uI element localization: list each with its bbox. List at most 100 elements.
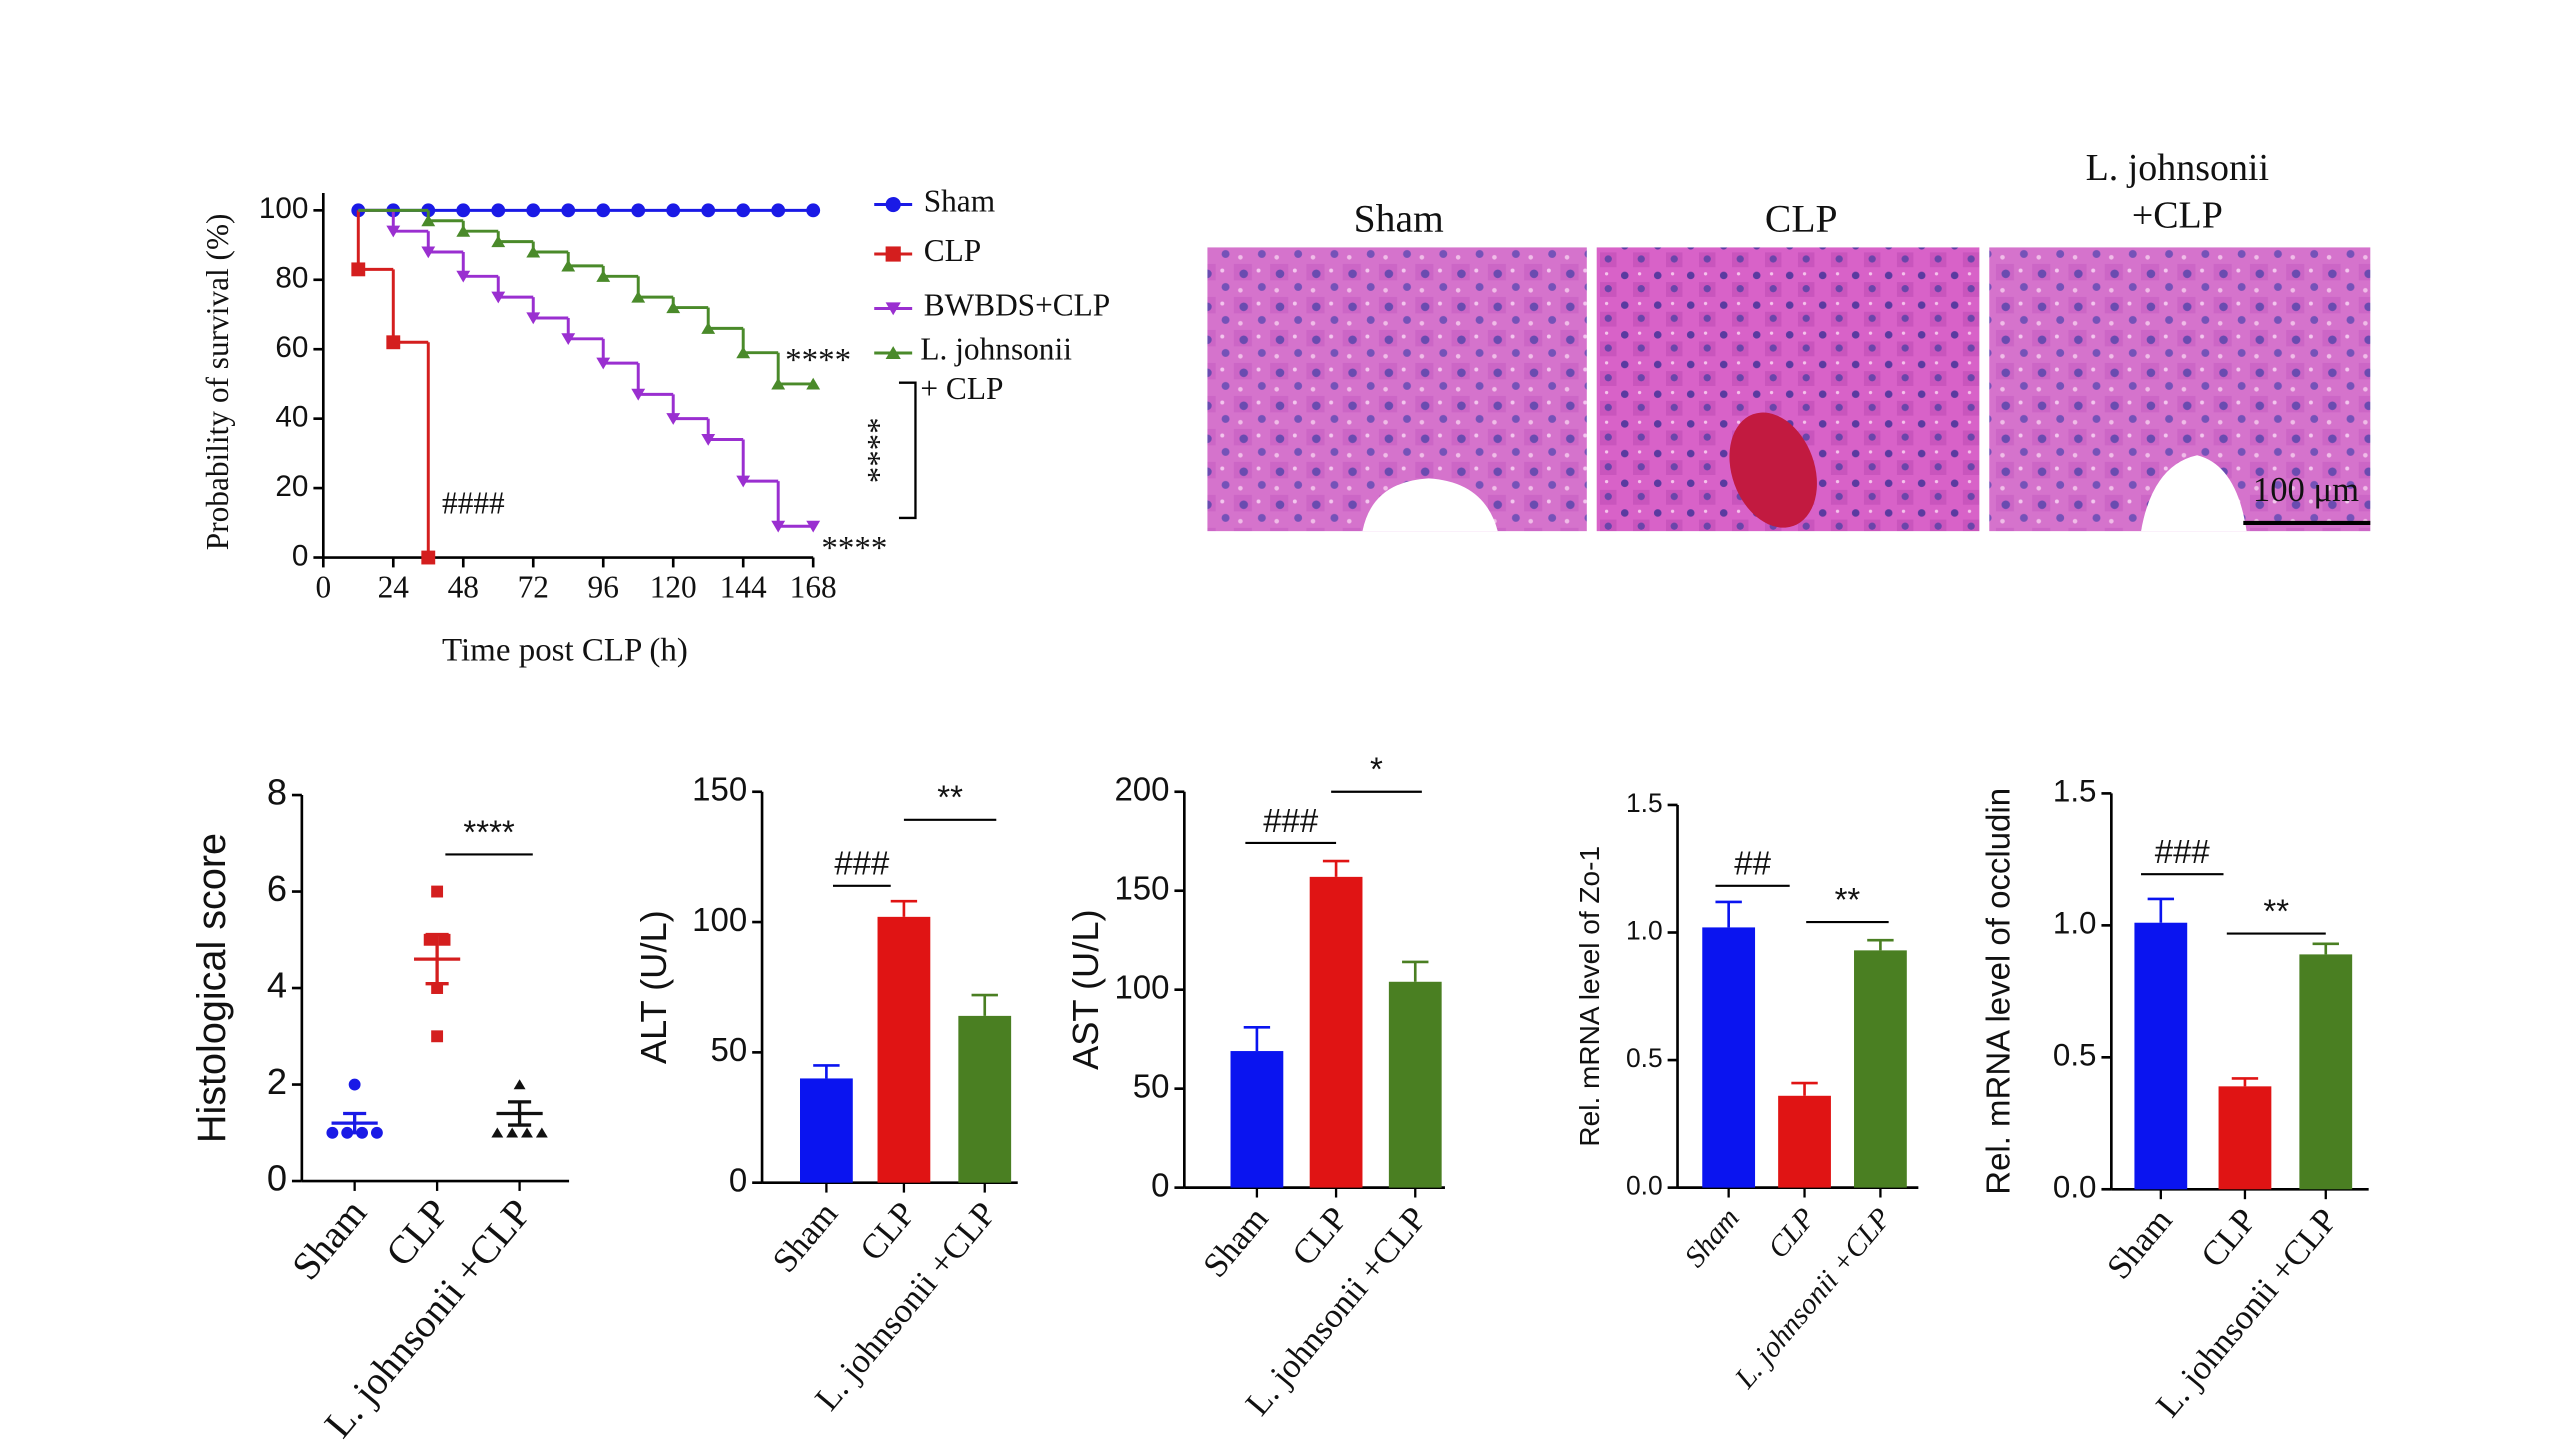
marker [421,246,436,259]
annotation: ### [1263,802,1319,839]
bar [877,916,931,1183]
marker [701,203,716,218]
y-tick-label: 0 [267,1158,287,1199]
marker [561,259,576,272]
bar [1702,927,1756,1188]
bar [1854,950,1907,1188]
marker [596,203,611,218]
bar [2218,1086,2272,1190]
annotation: **** [463,813,514,850]
legend-label: L. johnsonii + CLP [920,333,1072,408]
marker [666,301,681,314]
marker [885,246,901,262]
annotation: ** [937,779,963,816]
y-axis-label: Probability of survival (%) [200,213,235,550]
annotation: ## [1734,845,1771,882]
marker [521,1127,533,1138]
y-tick-label: 80 [275,262,308,295]
bar [1388,981,1442,1188]
marker [561,203,576,218]
y-tick-label: 4 [267,965,287,1006]
y-tick-label: 8 [267,772,287,813]
y-tick-label: 100 [692,901,747,938]
marker [736,203,751,218]
x-tick-label: CLP [853,1195,923,1268]
marker [885,302,901,316]
y-axis-label: Rel. mRNA level of occludin [1980,788,2017,1195]
x-tick-label: 144 [720,570,767,605]
legend-label-box: L. johnsonii + CLP [920,333,1072,408]
annotation: ### [834,845,890,882]
annotation: **** [821,530,887,566]
x-tick-label: 0 [315,570,331,605]
bar [1778,1095,1831,1188]
marker [806,203,821,218]
histology: Sham CLP L. johnsonii +CLP 100 μm [1207,147,2371,532]
y-tick-label: 40 [275,400,308,433]
y-tick-label: 0 [729,1161,747,1198]
bar [958,1015,1012,1183]
bar [1309,876,1363,1188]
legend-label: BWBDS+CLP [924,288,1111,323]
x-tick-label: Sham [2100,1201,2180,1286]
y-tick-label: 0.5 [1626,1043,1663,1073]
marker [666,413,681,425]
marker [386,225,401,238]
annotation: **** [785,342,851,378]
marker [561,333,576,346]
y-tick-label: 150 [692,770,747,807]
annotation: **** [850,417,886,483]
marker [491,203,506,218]
x-tick-label: 96 [588,570,619,605]
x-tick-label: 48 [448,570,479,605]
marker [456,270,471,283]
bracket [898,381,917,520]
x-tick-label: 24 [378,570,410,605]
marker [771,520,786,533]
y-axis-label: Histological score [190,833,234,1143]
marker [506,1127,519,1138]
marker [596,270,611,282]
scale-bar-label: 100 μm [2253,471,2359,509]
y-tick-label: 200 [1114,770,1169,807]
vessel [2141,455,2247,532]
marker [438,933,451,946]
marker [491,291,506,304]
bar [2299,954,2353,1190]
marker [771,377,786,390]
x-tick-label: CLP [2194,1201,2264,1274]
marker [348,1078,361,1091]
marker [631,203,646,218]
y-tick-label: 1.0 [2053,906,2097,941]
marker [423,933,436,946]
marker [806,520,821,533]
y-tick-label: 60 [275,331,308,364]
y-tick-label: 150 [1114,869,1169,906]
marker [701,322,716,334]
x-tick-label: Sham [283,1191,375,1289]
x-tick-label: CLP [1285,1200,1355,1273]
y-tick-label: 100 [1114,968,1169,1005]
y-tick-label: 1.5 [2053,774,2097,809]
bar [1230,1051,1284,1188]
y-tick-label: 20 [275,470,308,503]
x-tick-label: Sham [1196,1200,1276,1285]
annotation: #### [442,486,505,521]
marker [421,214,436,227]
annotation: * [1370,751,1383,788]
y-tick-label: 1.0 [1626,915,1663,945]
panel-label: Sham [1354,197,1444,241]
marker [535,1127,548,1138]
legend-label: CLP [924,233,981,268]
y-axis-label: Rel. mRNA level of Zo-1 [1574,846,1605,1147]
marker [326,1126,339,1139]
y-axis-label: AST (U/L) [1065,909,1106,1070]
marker [631,388,646,401]
marker [806,377,821,390]
x-tick-label: Sham [765,1195,845,1280]
bar [2134,922,2188,1190]
x-tick-label: 120 [650,570,697,605]
y-tick-label: 1.5 [1626,788,1663,818]
